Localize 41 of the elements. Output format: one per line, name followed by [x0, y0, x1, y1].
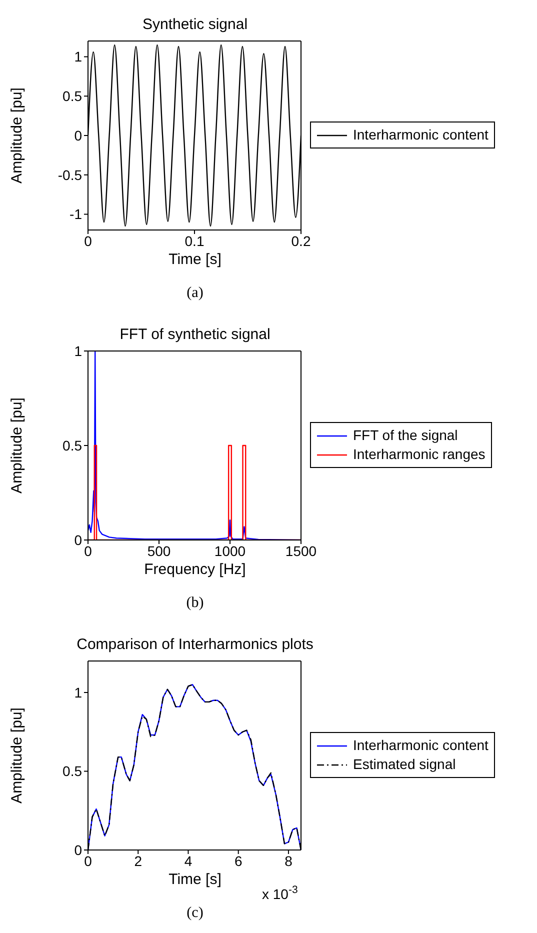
legend-label: Interharmonic content: [353, 736, 488, 755]
legend-label: Estimated signal: [353, 755, 456, 774]
chart-title: Synthetic signal: [142, 16, 248, 33]
y-tick-label: -1: [70, 206, 82, 222]
x-tick-label: 0.1: [184, 232, 204, 249]
x-tick-label: 0.2: [291, 232, 311, 249]
chart-title: FFT of synthetic signal: [120, 326, 270, 343]
legend-label: FFT of the signal: [353, 426, 458, 445]
y-tick-label: -0.5: [58, 166, 82, 183]
y-tick-label: 0: [74, 127, 82, 144]
text: (b): [186, 595, 204, 611]
x-tick-label: 8: [284, 852, 293, 869]
x-axis-title: Time [s]: [168, 871, 222, 888]
y-axis-title: Amplitude [pu]: [8, 88, 26, 184]
x-tick-label: 1500: [285, 542, 317, 559]
legend-label: Interharmonic ranges: [353, 445, 486, 464]
x-axis-title: Time [s]: [168, 251, 222, 268]
x-tick-label: 1000: [214, 542, 246, 559]
text: (c): [186, 905, 204, 921]
x-tick-label: 2: [134, 852, 142, 869]
legend-label: Interharmonic content: [353, 126, 488, 144]
x-tick-label: 6: [234, 852, 242, 869]
x-tick-label: 500: [147, 542, 171, 559]
y-axis-title: Amplitude [pu]: [8, 398, 26, 494]
text: (a): [186, 285, 204, 301]
y-tick-label: 1: [74, 48, 82, 65]
x-tick-label: 0: [84, 542, 92, 559]
y-tick-label: 0: [74, 532, 82, 548]
x-tick-label: 0: [84, 232, 92, 249]
chart-title: Comparison of Interharmonics plots: [76, 636, 314, 653]
y-tick-label: 0.5: [62, 763, 82, 780]
x-tick-label: 0: [84, 852, 92, 869]
y-tick-label: 1: [74, 684, 82, 700]
y-tick-label: 0.5: [62, 88, 82, 104]
text: x 10$^{-3}$: [262, 884, 298, 902]
x-axis-title: Frequency [Hz]: [144, 561, 246, 578]
y-tick-label: 0.5: [62, 437, 82, 454]
y-tick-label: 0: [74, 842, 82, 858]
y-axis-title: Amplitude [pu]: [8, 708, 26, 804]
y-tick-label: 1: [74, 342, 82, 359]
x-tick-label: 4: [184, 852, 192, 869]
